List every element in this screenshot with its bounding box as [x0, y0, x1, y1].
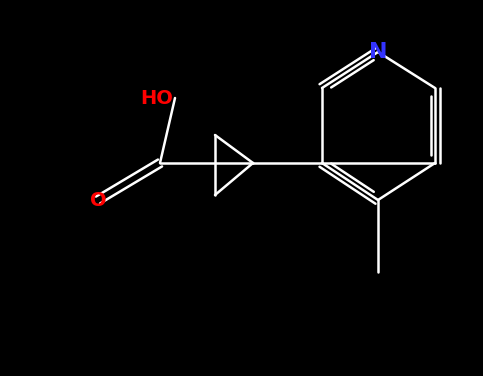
- Text: O: O: [90, 191, 106, 209]
- Text: HO: HO: [140, 88, 173, 108]
- Text: N: N: [369, 42, 387, 62]
